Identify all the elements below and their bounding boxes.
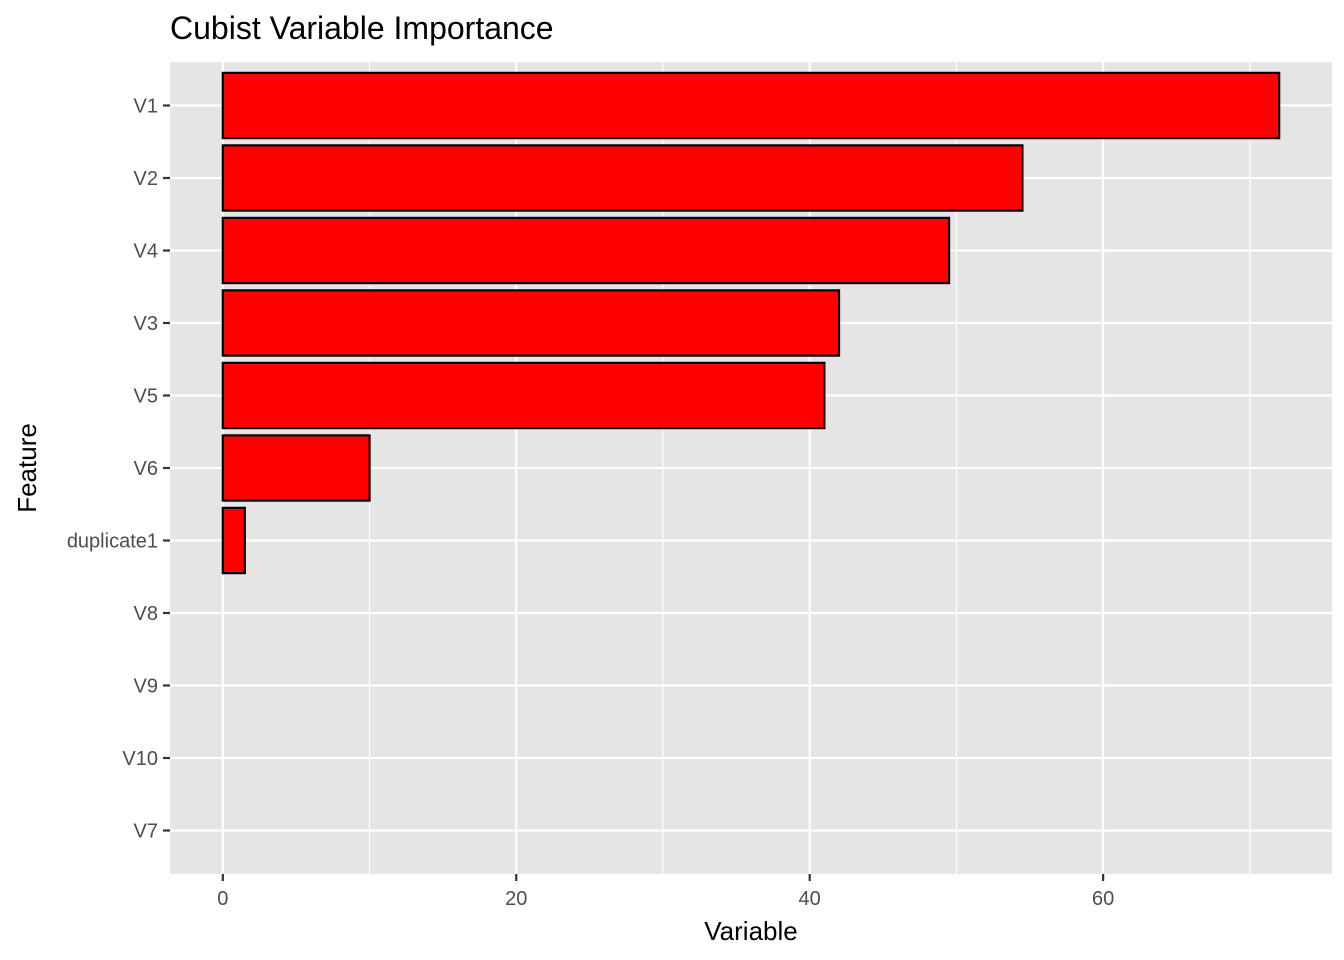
x-axis-title: Variable [704, 916, 797, 946]
bar-V5 [221, 361, 826, 430]
x-axis: 0 20 40 60 [217, 874, 1114, 910]
y-axis-title: Feature [12, 423, 42, 513]
y-tick-label: V8 [134, 603, 158, 625]
bar-duplicate1 [221, 506, 246, 575]
x-tick-label: 60 [1092, 888, 1114, 910]
bar-V4 [221, 216, 951, 285]
y-axis: V1 V2 V4 V3 V5 V6 duplicate1 V8 V9 V10 V7 [67, 96, 170, 843]
x-tick-label: 40 [799, 888, 821, 910]
bar-V6 [221, 434, 371, 502]
bar-V1 [221, 71, 1281, 140]
y-tick-label: V9 [134, 676, 158, 698]
chart-title: Cubist Variable Importance [170, 10, 554, 46]
y-tick-label: V7 [134, 821, 158, 843]
y-tick-label: V3 [134, 313, 158, 335]
x-tick-label: 0 [217, 888, 228, 910]
y-tick-label: V6 [134, 458, 158, 480]
x-tick-label: 20 [505, 888, 527, 910]
y-tick-label: duplicate1 [67, 531, 158, 553]
bar-V2 [221, 144, 1024, 212]
y-tick-label: V10 [122, 748, 158, 770]
y-tick-label: V4 [134, 241, 158, 263]
bars [221, 71, 1281, 575]
y-tick-label: V1 [134, 96, 158, 118]
bar-V3 [221, 289, 841, 357]
y-tick-label: V2 [134, 168, 158, 190]
y-tick-label: V5 [134, 386, 158, 408]
